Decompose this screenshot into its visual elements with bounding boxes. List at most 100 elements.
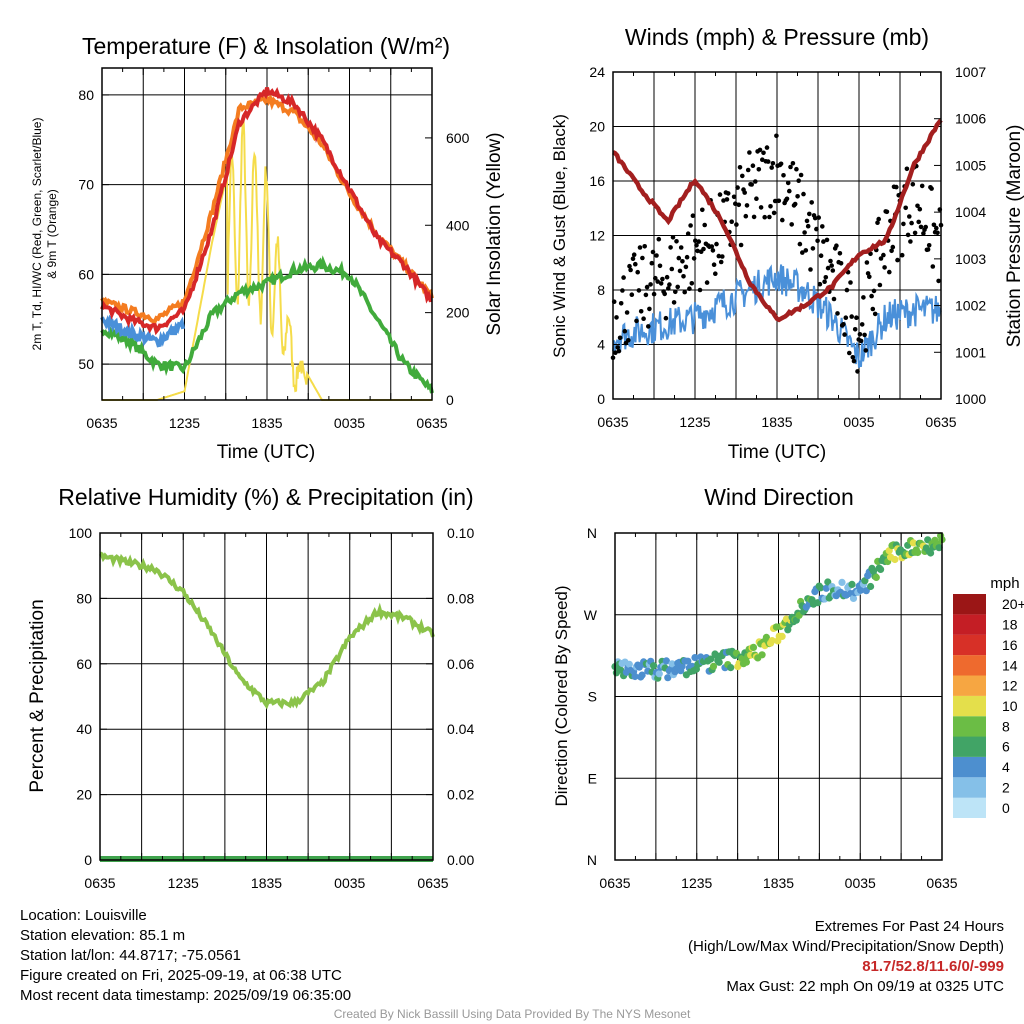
gust-point bbox=[915, 203, 920, 209]
gust-point bbox=[876, 216, 881, 222]
humidity-ylabel-left: Percent & Precipitation bbox=[27, 599, 48, 792]
colorbar-swatch bbox=[953, 594, 986, 615]
extremes-values: 81.7/52.8/11.6/0/-999 bbox=[862, 958, 1004, 975]
gust-point bbox=[771, 210, 777, 216]
gust-point bbox=[694, 243, 699, 248]
x-tick-label: 1235 bbox=[679, 414, 710, 430]
gust-point bbox=[750, 163, 756, 168]
gust-point bbox=[802, 230, 807, 235]
gust-point bbox=[743, 213, 749, 219]
gust-point bbox=[852, 327, 858, 332]
gust-point bbox=[815, 238, 820, 244]
gust-point bbox=[669, 266, 675, 272]
gust-point bbox=[926, 243, 932, 248]
gust-point bbox=[864, 260, 870, 265]
gust-point bbox=[640, 255, 645, 261]
gust-point bbox=[847, 350, 852, 356]
gust-point bbox=[921, 231, 926, 236]
colorbar-label: 16 bbox=[1002, 637, 1018, 653]
direction-point bbox=[849, 594, 858, 603]
gust-point bbox=[894, 184, 899, 190]
series-dewpoint bbox=[100, 255, 434, 394]
gust-point bbox=[687, 286, 692, 292]
winds-ylabel-left: Sonic Wind & Gust (Blue, Black) bbox=[550, 114, 569, 358]
gust-point bbox=[820, 224, 825, 229]
direction-point bbox=[935, 544, 943, 552]
gust-point bbox=[624, 310, 630, 315]
x-tick-label: 0635 bbox=[599, 875, 630, 891]
colorbar-label: 4 bbox=[1002, 759, 1010, 775]
gust-point bbox=[787, 188, 792, 194]
gust-point bbox=[824, 237, 830, 243]
direction-point bbox=[824, 578, 832, 586]
gust-point bbox=[821, 239, 826, 244]
gust-point bbox=[716, 253, 722, 259]
gust-point bbox=[676, 255, 682, 261]
gust-point bbox=[823, 275, 829, 280]
gust-point bbox=[644, 284, 650, 290]
gust-point bbox=[862, 332, 867, 338]
y2-tick-label: 200 bbox=[446, 305, 470, 321]
gust-point bbox=[767, 214, 772, 220]
gust-point bbox=[817, 281, 823, 287]
gust-point bbox=[910, 182, 916, 187]
winds-title: Winds (mph) & Pressure (mb) bbox=[625, 24, 929, 50]
gust-point bbox=[613, 350, 618, 356]
gust-point bbox=[651, 291, 657, 297]
gust-point bbox=[830, 268, 836, 273]
x-tick-label: 0635 bbox=[86, 415, 117, 431]
gust-point bbox=[931, 222, 937, 228]
wind-direction-grid bbox=[615, 532, 942, 861]
colorbar-label: 20+ bbox=[1002, 596, 1024, 612]
gust-point bbox=[923, 224, 928, 230]
y-tick-label: N bbox=[587, 852, 597, 868]
humidity-grid bbox=[100, 532, 433, 861]
gust-point bbox=[838, 261, 844, 266]
gust-point bbox=[842, 332, 847, 337]
colorbar-swatch bbox=[953, 716, 986, 737]
gust-point bbox=[903, 205, 908, 211]
station-latlon: Station lat/lon: 44.8717; -75.0561 bbox=[20, 947, 242, 964]
gust-point bbox=[753, 179, 758, 184]
gust-point bbox=[657, 263, 663, 269]
gust-point bbox=[843, 315, 849, 321]
extremes-info: Extremes For Past 24 Hours (High/Low/Max… bbox=[688, 917, 1004, 997]
gust-point bbox=[848, 280, 853, 285]
gust-point bbox=[654, 253, 659, 258]
figure-created: Figure created on Fri, 2025-09-19, at 06… bbox=[20, 967, 342, 984]
gust-point bbox=[756, 167, 762, 172]
colorbar-swatch bbox=[953, 695, 986, 717]
direction-point bbox=[914, 548, 922, 557]
direction-point bbox=[758, 651, 766, 659]
direction-point bbox=[684, 657, 692, 665]
temperature-ylabel-line2: & 9m T (Orange) bbox=[45, 189, 59, 279]
gust-point bbox=[884, 209, 890, 215]
gust-point bbox=[936, 278, 941, 284]
gust-point bbox=[635, 269, 640, 275]
gust-point bbox=[904, 166, 910, 172]
gust-point bbox=[851, 358, 857, 364]
y2-tick-label: 1007 bbox=[955, 64, 986, 80]
colorbar-label: 18 bbox=[1002, 617, 1018, 633]
gust-point bbox=[798, 172, 804, 178]
wind-direction-ylabel: Direction (Colored By Speed) bbox=[552, 585, 571, 806]
gust-point bbox=[774, 133, 779, 139]
winds-ticks: 0635 1235 1835 0035 0635 0 4 8 12 16 20 24 1000 1001 1… bbox=[589, 64, 986, 430]
gust-point bbox=[660, 276, 665, 282]
gust-point bbox=[905, 232, 911, 238]
gust-point bbox=[875, 220, 880, 225]
y2-tick-label: 0.10 bbox=[447, 525, 474, 541]
gust-point bbox=[634, 318, 639, 324]
y2-tick-label: 1004 bbox=[955, 204, 986, 220]
y-tick-label: 60 bbox=[78, 266, 94, 282]
gust-point bbox=[849, 314, 854, 319]
direction-point bbox=[678, 662, 686, 670]
gust-point bbox=[643, 292, 649, 298]
direction-point bbox=[715, 658, 723, 666]
colorbar-label: 12 bbox=[1002, 678, 1018, 694]
gust-point bbox=[825, 265, 831, 271]
y-tick-label: 4 bbox=[597, 337, 605, 353]
y-tick-label: 0 bbox=[597, 391, 605, 407]
station-info: Location: Louisville Station elevation: … bbox=[20, 906, 351, 1006]
y-tick-label: 80 bbox=[76, 590, 92, 606]
